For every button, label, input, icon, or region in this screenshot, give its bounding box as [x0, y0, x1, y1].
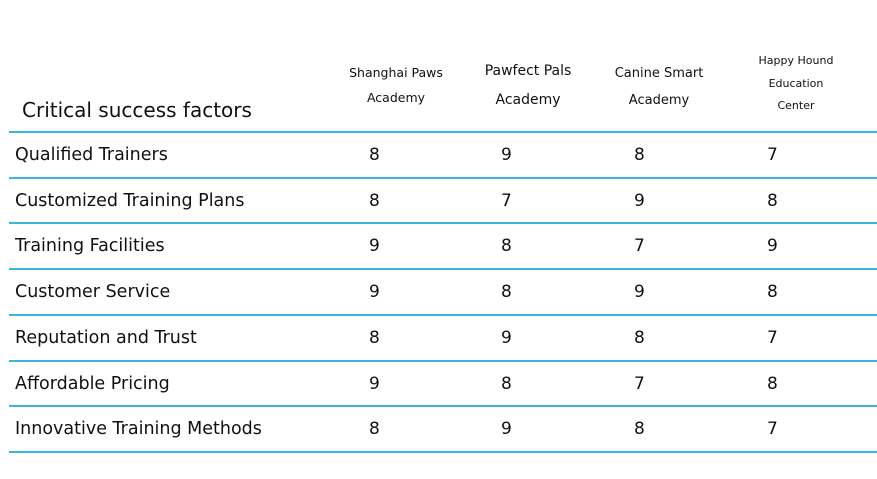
column-header-line: Academy [366, 90, 426, 105]
score-cell: 7 [767, 328, 778, 348]
row-divider [9, 222, 877, 224]
score-cell: 9 [634, 191, 645, 211]
column-header-line: Happy Hound [758, 54, 834, 67]
score-cell: 7 [767, 419, 778, 439]
table-row: Customer Service 9 8 9 8 [0, 270, 877, 314]
score-cell: 7 [767, 145, 778, 165]
row-divider [9, 177, 877, 179]
column-header-line: Education [768, 76, 824, 90]
table-row: Affordable Pricing 9 8 7 8 [0, 362, 877, 406]
column-header-shanghai-paws: Shanghai Paws Academy [331, 60, 461, 110]
score-cell: 9 [369, 282, 380, 302]
score-cell: 8 [501, 236, 512, 256]
score-cell: 7 [634, 236, 645, 256]
column-header-happy-hound: Happy Hound Education Center [731, 50, 861, 118]
table-row: Reputation and Trust 8 9 8 7 [0, 316, 877, 360]
row-label: Customized Training Plans [15, 191, 245, 211]
score-cell: 7 [501, 191, 512, 211]
score-cell: 9 [767, 236, 778, 256]
table-corner-label: Critical success factors [22, 98, 252, 122]
score-cell: 8 [767, 191, 778, 211]
row-label: Affordable Pricing [15, 374, 170, 394]
score-cell: 8 [369, 419, 380, 439]
row-divider [9, 360, 877, 362]
score-cell: 8 [501, 282, 512, 302]
row-label: Reputation and Trust [15, 328, 197, 348]
column-header-line: Center [777, 99, 815, 112]
score-cell: 8 [634, 145, 645, 165]
score-cell: 8 [767, 282, 778, 302]
table-row: Qualified Trainers 8 9 8 7 [0, 133, 877, 177]
score-cell: 8 [634, 328, 645, 348]
row-label: Innovative Training Methods [15, 419, 262, 439]
score-cell: 9 [634, 282, 645, 302]
column-header-line: Academy [495, 92, 561, 108]
row-label: Customer Service [15, 282, 171, 302]
column-header-line: Academy [628, 93, 690, 108]
score-cell: 8 [767, 374, 778, 394]
score-cell: 8 [634, 419, 645, 439]
score-cell: 8 [369, 145, 380, 165]
column-header-line: Pawfect Pals [484, 63, 572, 79]
score-cell: 8 [369, 328, 380, 348]
score-cell: 9 [501, 328, 512, 348]
table-row: Customized Training Plans 8 7 9 8 [0, 179, 877, 223]
row-label: Training Facilities [15, 236, 165, 256]
score-cell: 9 [501, 419, 512, 439]
table-row: Training Facilities 9 8 7 9 [0, 224, 877, 268]
column-header-line: Canine Smart [614, 66, 704, 81]
row-label: Qualified Trainers [15, 145, 168, 165]
score-cell: 9 [501, 145, 512, 165]
score-cell: 7 [634, 374, 645, 394]
row-divider [9, 451, 877, 453]
row-divider [9, 268, 877, 270]
row-divider [9, 405, 877, 407]
row-divider [9, 314, 877, 316]
column-header-line: Shanghai Paws [349, 65, 443, 80]
table-row: Innovative Training Methods 8 9 8 7 [0, 407, 877, 451]
score-cell: 9 [369, 236, 380, 256]
column-header-canine-smart: Canine Smart Academy [594, 60, 724, 114]
column-header-pawfect-pals: Pawfect Pals Academy [463, 57, 593, 115]
row-divider [9, 131, 877, 133]
score-cell: 8 [501, 374, 512, 394]
score-cell: 8 [369, 191, 380, 211]
score-cell: 9 [369, 374, 380, 394]
